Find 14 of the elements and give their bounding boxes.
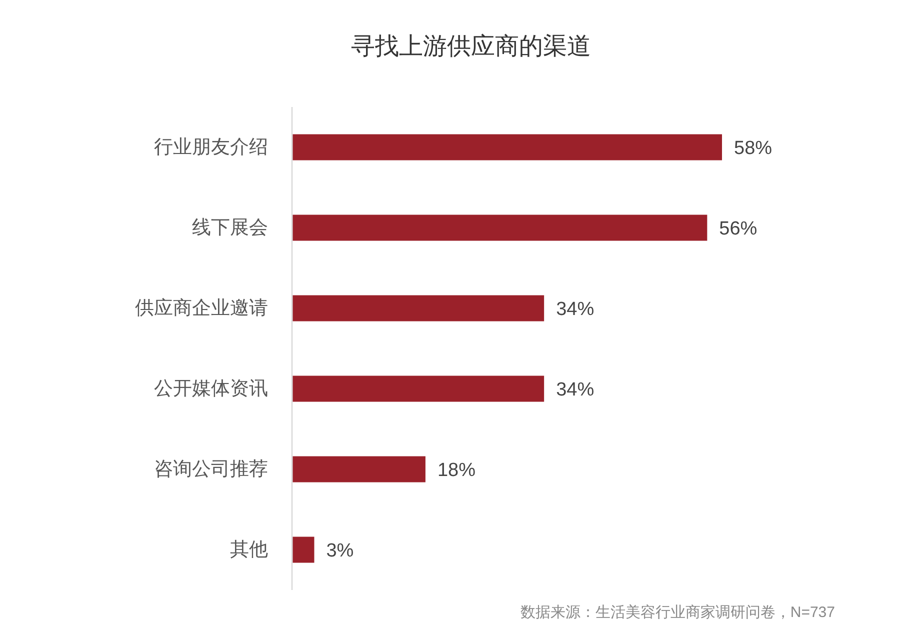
- title: 寻找上游供应商的渠道: [351, 33, 591, 60]
- value-label: 18%: [437, 460, 476, 481]
- category-label: 其他: [230, 539, 268, 560]
- category-label: 公开媒体资讯: [154, 378, 268, 400]
- value-label: 56%: [719, 218, 758, 240]
- value-label: 34%: [556, 298, 594, 320]
- value-label: 3%: [326, 540, 354, 562]
- annotation: 数据来源：生活美容行业商家调研问卷，N=737: [520, 604, 835, 621]
- category-label: 线下展会: [192, 217, 268, 238]
- category-label: 行业朋友介绍: [154, 136, 268, 158]
- value-label: 58%: [734, 138, 772, 159]
- value-label: 34%: [556, 379, 594, 400]
- category-label: 供应商企业邀请: [135, 298, 268, 319]
- category-label: 咨询公司推荐: [154, 458, 268, 480]
